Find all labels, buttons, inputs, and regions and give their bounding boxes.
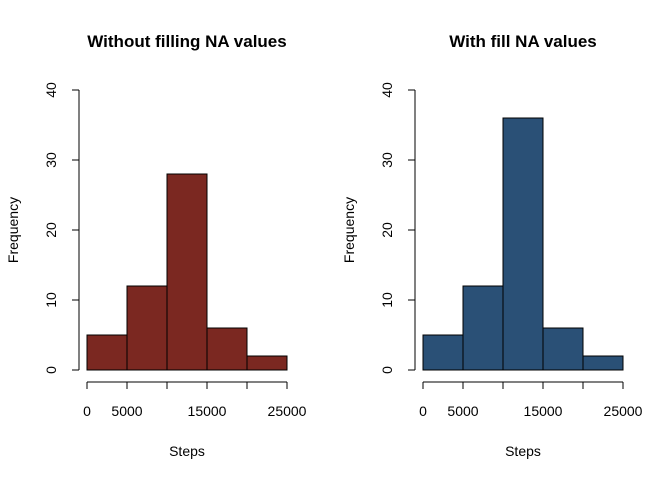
histogram-bar	[422, 334, 464, 371]
x-tick-label: 5000	[447, 403, 478, 419]
histogram-bar	[502, 117, 544, 371]
histogram-bar	[542, 327, 584, 371]
x-tick-label: 25000	[604, 403, 643, 419]
chart-title: With fill NA values	[449, 32, 597, 51]
y-tick-label: 30	[379, 152, 395, 168]
histogram-panel-without-fill: Without filling NA values Steps Frequenc…	[5, 32, 307, 459]
histogram-bar	[582, 355, 624, 371]
x-tick-label: 15000	[188, 403, 227, 419]
y-tick-label: 40	[43, 82, 59, 98]
y-axis-label: Frequency	[341, 197, 357, 263]
y-tick-label: 40	[379, 82, 395, 98]
histogram-bar	[246, 355, 288, 371]
histogram-bar	[206, 327, 248, 371]
chart-title: Without filling NA values	[87, 32, 286, 51]
histogram-bar	[462, 285, 504, 371]
x-tick-label: 5000	[111, 403, 142, 419]
histogram-bar	[166, 173, 208, 371]
y-tick-label: 10	[43, 292, 59, 308]
y-tick-label: 20	[43, 222, 59, 238]
x-tick-label: 25000	[268, 403, 307, 419]
histogram-panel-with-fill: With fill NA values Steps Frequency 0 10 2…	[341, 32, 643, 459]
y-tick-label: 20	[379, 222, 395, 238]
histogram-bar	[86, 334, 128, 371]
x-axis-label: Steps	[169, 443, 205, 459]
y-tick-label: 0	[43, 366, 59, 374]
x-axis-label: Steps	[505, 443, 541, 459]
y-tick-label: 30	[43, 152, 59, 168]
y-tick-label: 0	[379, 366, 395, 374]
x-tick-label: 0	[419, 403, 427, 419]
histogram-bar	[126, 285, 168, 371]
x-tick-label: 15000	[524, 403, 563, 419]
y-tick-label: 10	[379, 292, 395, 308]
y-axis-label: Frequency	[5, 197, 21, 263]
x-tick-label: 0	[83, 403, 91, 419]
